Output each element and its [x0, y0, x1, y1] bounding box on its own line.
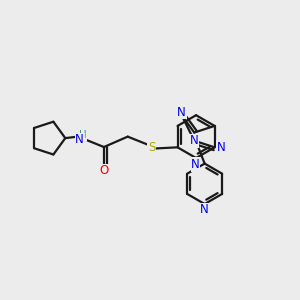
- Text: N: N: [190, 134, 199, 147]
- Text: N: N: [200, 203, 209, 217]
- Text: N: N: [75, 133, 84, 146]
- Text: N: N: [217, 141, 226, 154]
- Text: H: H: [80, 130, 87, 140]
- Text: O: O: [99, 164, 109, 177]
- Text: S: S: [148, 140, 155, 154]
- Text: N: N: [177, 106, 186, 119]
- Text: N: N: [191, 158, 200, 171]
